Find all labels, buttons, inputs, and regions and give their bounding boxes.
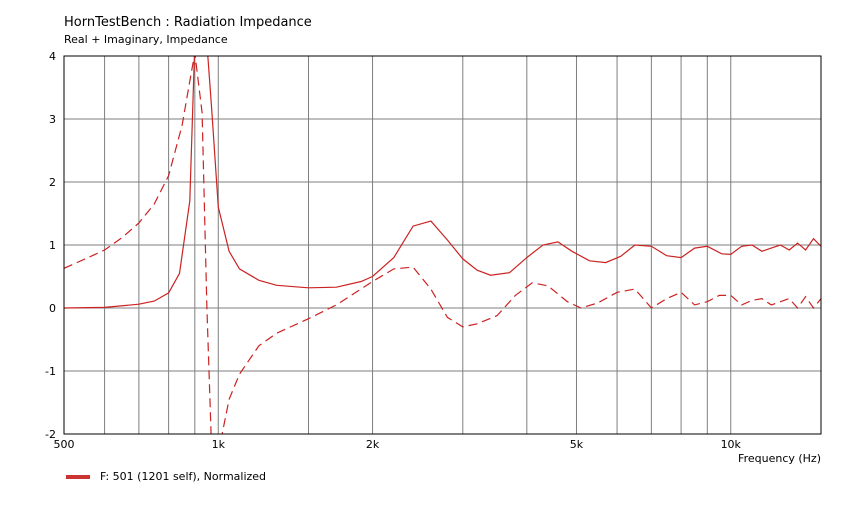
legend-swatch xyxy=(66,474,90,479)
legend: F: 501 (1201 self), Normalized xyxy=(66,470,266,483)
y-tick-label: 2 xyxy=(49,176,56,189)
x-tick-label: 1k xyxy=(212,438,226,451)
y-tick-label: 3 xyxy=(49,113,56,126)
imaginary-curve xyxy=(64,56,821,434)
y-tick-label: 1 xyxy=(49,239,56,252)
grid xyxy=(63,55,822,435)
x-axis-label: Frequency (Hz) xyxy=(738,452,821,465)
x-tick-label: 5k xyxy=(570,438,584,451)
y-tick-label: -1 xyxy=(45,365,56,378)
y-tick-label: -2 xyxy=(45,428,56,441)
x-tick-label: 2k xyxy=(366,438,380,451)
legend-label: F: 501 (1201 self), Normalized xyxy=(100,470,267,483)
y-tick-label: 4 xyxy=(49,50,56,63)
chart-title: HornTestBench : Radiation Impedance xyxy=(64,15,312,30)
chart-subtitle: Real + Imaginary, Impedance xyxy=(64,33,228,46)
plot-frame xyxy=(63,55,822,435)
x-tick-label: 10k xyxy=(721,438,742,451)
x-tick-label: 500 xyxy=(54,438,75,451)
real-curve xyxy=(64,56,821,309)
y-tick-label: 0 xyxy=(49,302,56,315)
plot-area xyxy=(64,56,821,434)
